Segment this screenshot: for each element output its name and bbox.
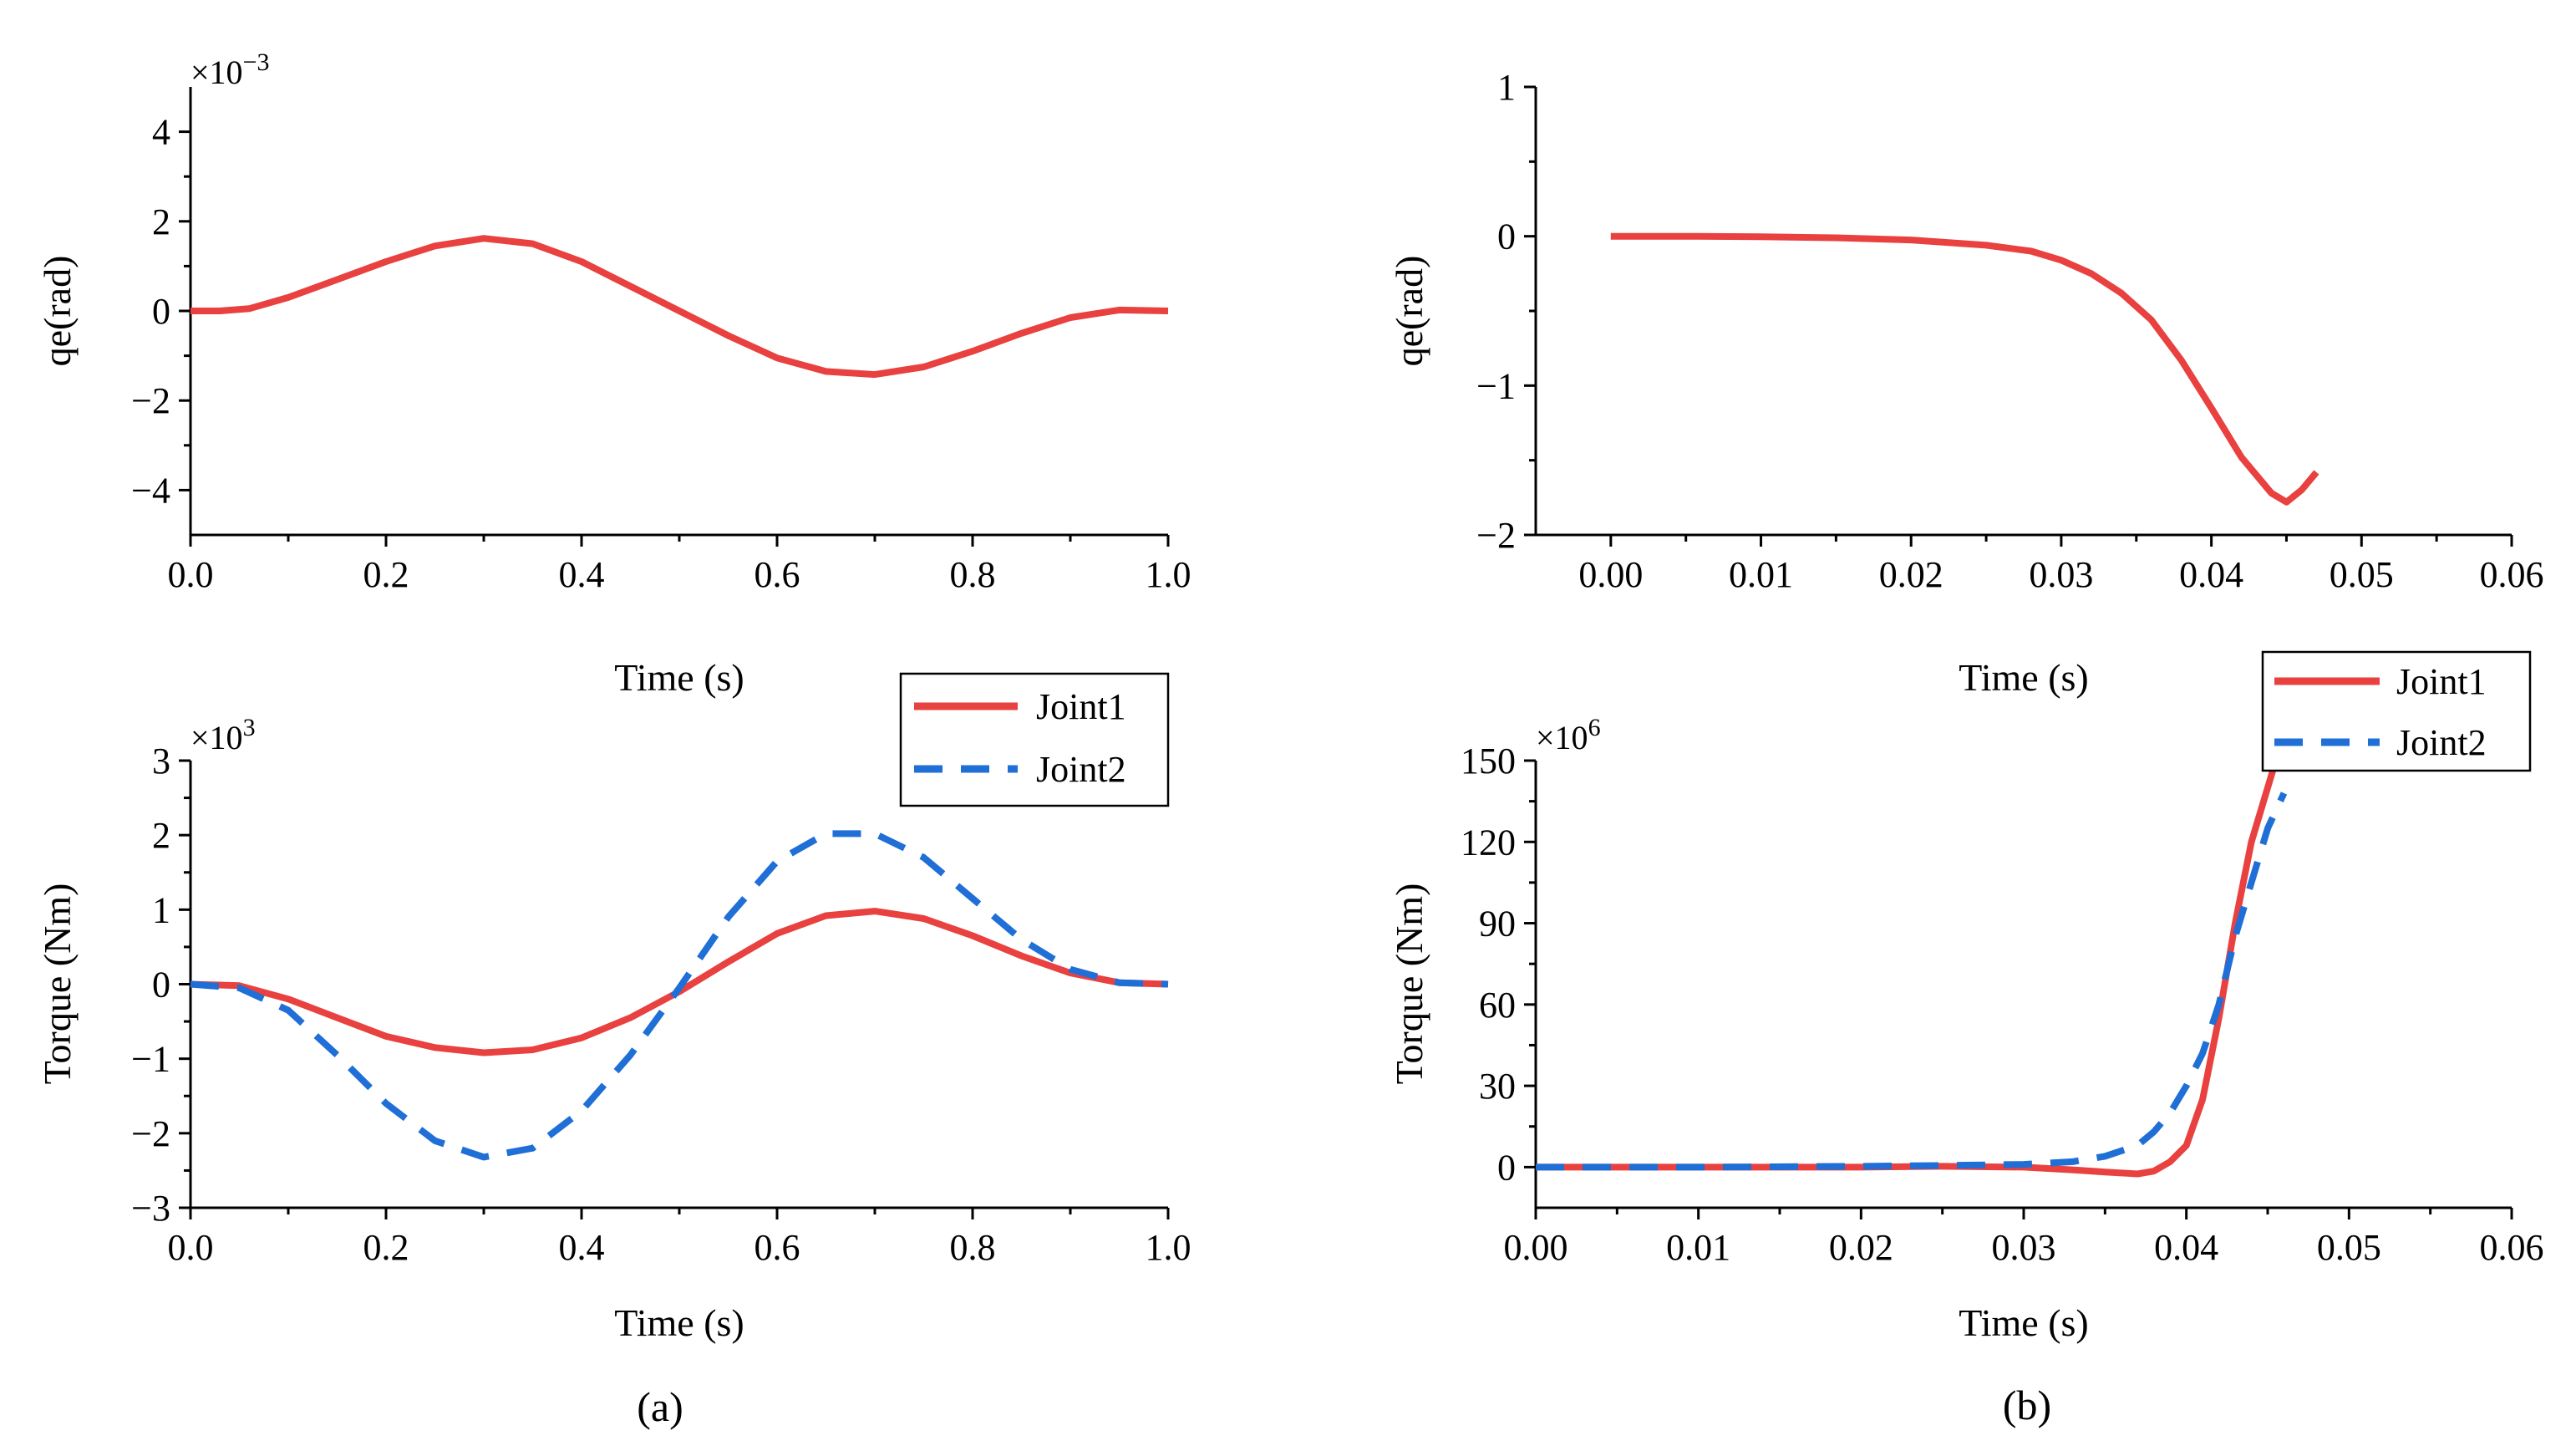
- y-tick-label: 1: [1497, 67, 1516, 108]
- x-tick-label: 0.4: [559, 1227, 605, 1268]
- y-axis-title: Torque (Nm): [36, 883, 79, 1085]
- x-axis-title: Time (s): [1959, 656, 2089, 699]
- y-tick-label: 0: [1497, 216, 1516, 257]
- series-line-joint1: [1536, 759, 2279, 1178]
- series-line-joint2: [1536, 792, 2288, 1171]
- series-line-joint2: [190, 830, 1169, 1161]
- legend-label-joint2: Joint2: [2396, 722, 2487, 763]
- caption-b: (b): [2003, 1382, 2051, 1428]
- y-tick-label: 120: [1461, 822, 1516, 863]
- x-tick-label: 0.00: [1578, 554, 1643, 595]
- x-tick-label: 0.4: [559, 554, 605, 595]
- x-tick-label: 1.0: [1146, 554, 1191, 595]
- y-tick-label: −2: [1476, 515, 1516, 556]
- x-axis-title: Time (s): [614, 656, 744, 699]
- y-tick-label: 2: [152, 201, 170, 242]
- x-tick-label: 0.04: [2179, 554, 2243, 595]
- y-tick-label: 90: [1479, 904, 1516, 944]
- y-tick-label: −3: [131, 1188, 170, 1229]
- x-tick-label: 0.0: [168, 554, 214, 595]
- x-tick-label: 0.2: [363, 1227, 409, 1268]
- x-tick-label: 0.8: [950, 554, 996, 595]
- y-tick-label: −2: [131, 380, 170, 421]
- legend-label-joint2: Joint2: [1036, 749, 1126, 790]
- y-tick-label: 60: [1479, 985, 1516, 1026]
- x-tick-label: 0.02: [1829, 1227, 1893, 1268]
- chart-qe-a: 0.0 0.2 0.4 0.6 0.8 1.0 −4 −2 0 2 4 qe(rad) Time (…: [36, 48, 1191, 699]
- x-tick-label: 1.0: [1146, 1227, 1191, 1268]
- x-tick-label: 0.01: [1666, 1227, 1730, 1268]
- chart-torque-a: 0.0 0.2 0.4 0.6 0.8 1.0 −3 −2 −1 0 1 2 3 Torque (Nm)…: [36, 672, 1191, 1344]
- chart-torque-b: 0.00 0.01 0.02 0.03 0.04 0.05 0.06 0 30 60 90 120 15…: [1388, 650, 2544, 1344]
- x-axis-title: Time (s): [1959, 1301, 2089, 1344]
- x-axis-title: Time (s): [614, 1301, 744, 1344]
- y-tick-label: −1: [1476, 365, 1516, 406]
- x-tick-label: 0.05: [2317, 1227, 2381, 1268]
- legend: Joint1 Joint2: [2261, 650, 2532, 772]
- x-tick-label: 0.0: [168, 1227, 214, 1268]
- y-tick-label: 150: [1461, 741, 1516, 782]
- y-tick-label: 1: [152, 889, 170, 930]
- chart-qe-b: 0.00 0.01 0.02 0.03 0.04 0.05 0.06 −2 −1 0 1 qe(ra…: [1388, 67, 2544, 699]
- y-axis-title: qe(rad): [36, 256, 79, 367]
- y-tick-label: 2: [152, 815, 170, 856]
- x-tick-label: 0.03: [1992, 1227, 2056, 1268]
- y-axis-title: qe(rad): [1388, 256, 1430, 367]
- series-line-joint1: [190, 908, 1169, 1056]
- y-tick-label: 30: [1479, 1066, 1516, 1107]
- x-tick-label: 0.05: [2330, 554, 2394, 595]
- x-tick-label: 0.6: [755, 1227, 800, 1268]
- x-tick-label: 0.06: [2480, 554, 2544, 595]
- x-tick-label: 0.02: [1879, 554, 1943, 595]
- y-tick-label: 3: [152, 741, 170, 782]
- y-multiplier: ×106: [1536, 714, 1601, 756]
- x-tick-label: 0.06: [2480, 1227, 2544, 1268]
- y-axis-title: Torque (Nm): [1388, 883, 1430, 1085]
- y-tick-label: −4: [131, 470, 170, 511]
- y-tick-label: 0: [152, 291, 170, 332]
- series-line-joint1: [1610, 232, 2319, 506]
- y-multiplier: ×10−3: [191, 48, 269, 91]
- x-tick-label: 0.2: [363, 554, 409, 595]
- legend-label-joint1: Joint1: [2396, 661, 2487, 702]
- x-tick-label: 0.01: [1729, 554, 1793, 595]
- y-tick-label: 0: [152, 965, 170, 1006]
- y-tick-label: 4: [152, 112, 170, 153]
- y-tick-label: −1: [131, 1039, 170, 1080]
- x-tick-label: 0.6: [755, 554, 800, 595]
- x-tick-label: 0.00: [1504, 1227, 1568, 1268]
- x-tick-label: 0.03: [2029, 554, 2093, 595]
- legend: Joint1 Joint2: [899, 672, 1170, 807]
- legend-label-joint1: Joint1: [1036, 686, 1126, 727]
- y-multiplier: ×103: [191, 714, 256, 756]
- x-tick-label: 0.8: [950, 1227, 996, 1268]
- caption-a: (a): [637, 1383, 683, 1430]
- series-line-joint1: [191, 235, 1169, 379]
- y-tick-label: −2: [131, 1113, 170, 1154]
- x-tick-label: 0.04: [2154, 1227, 2218, 1268]
- y-tick-label: 0: [1497, 1147, 1516, 1188]
